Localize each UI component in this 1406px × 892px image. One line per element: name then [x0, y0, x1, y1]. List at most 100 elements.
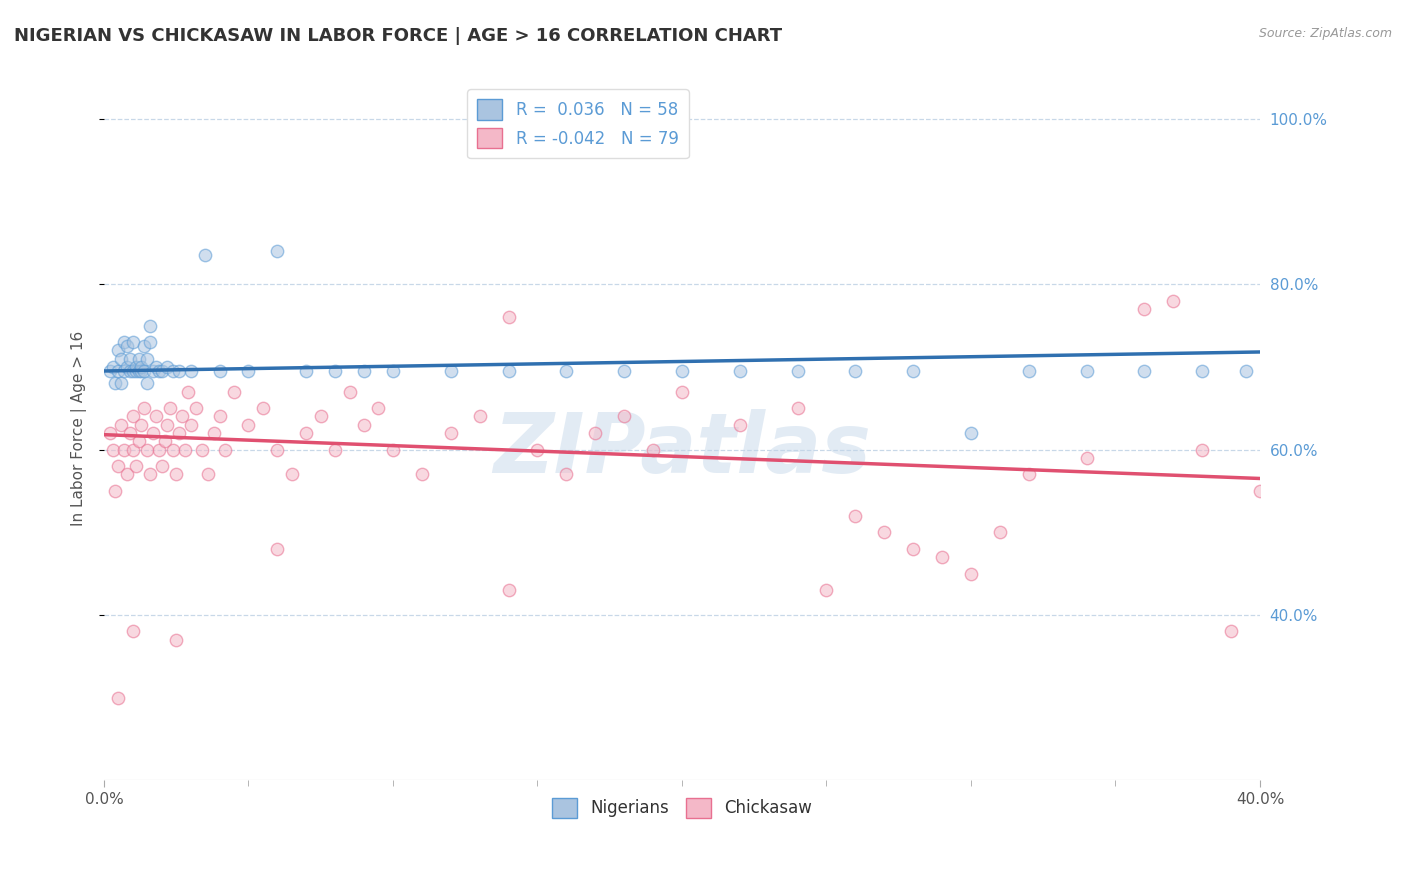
Point — [367, 401, 389, 416]
Point — [988, 525, 1011, 540]
Point — [194, 248, 217, 262]
Point — [136, 442, 159, 457]
Point — [118, 364, 141, 378]
Point — [104, 483, 127, 498]
Point — [177, 384, 200, 399]
Point — [167, 364, 190, 378]
Point — [266, 244, 288, 258]
Point — [150, 364, 173, 378]
Point — [173, 442, 195, 457]
Point — [128, 434, 150, 449]
Point — [641, 442, 664, 457]
Point — [121, 409, 143, 424]
Point — [1076, 450, 1098, 465]
Point — [1234, 364, 1257, 378]
Point — [101, 442, 124, 457]
Point — [252, 401, 274, 416]
Point — [873, 525, 896, 540]
Point — [1133, 301, 1156, 316]
Point — [208, 364, 231, 378]
Point — [238, 364, 260, 378]
Point — [104, 376, 127, 391]
Point — [121, 442, 143, 457]
Point — [786, 401, 808, 416]
Point — [815, 583, 838, 598]
Point — [121, 624, 143, 639]
Point — [728, 417, 751, 432]
Point — [145, 359, 167, 374]
Point — [222, 384, 245, 399]
Point — [960, 425, 983, 440]
Point — [381, 442, 404, 457]
Point — [162, 442, 184, 457]
Point — [440, 425, 463, 440]
Point — [1191, 442, 1213, 457]
Point — [118, 425, 141, 440]
Point — [960, 566, 983, 581]
Point — [156, 417, 179, 432]
Point — [191, 442, 214, 457]
Point — [1220, 624, 1243, 639]
Point — [1133, 364, 1156, 378]
Point — [115, 359, 138, 374]
Point — [323, 442, 346, 457]
Point — [498, 310, 520, 325]
Point — [134, 401, 156, 416]
Point — [498, 364, 520, 378]
Point — [115, 339, 138, 353]
Point — [901, 541, 924, 556]
Point — [555, 467, 578, 482]
Point — [180, 364, 202, 378]
Point — [526, 442, 548, 457]
Point — [1018, 364, 1040, 378]
Point — [186, 401, 208, 416]
Point — [583, 425, 606, 440]
Point — [150, 459, 173, 474]
Point — [1018, 467, 1040, 482]
Text: ZIPatlas: ZIPatlas — [494, 409, 870, 491]
Point — [613, 364, 636, 378]
Point — [786, 364, 808, 378]
Point — [107, 343, 129, 358]
Point — [1076, 364, 1098, 378]
Point — [110, 417, 132, 432]
Y-axis label: In Labor Force | Age > 16: In Labor Force | Age > 16 — [72, 331, 87, 526]
Point — [131, 359, 153, 374]
Point — [214, 442, 236, 457]
Point — [162, 364, 184, 378]
Point — [281, 467, 304, 482]
Point — [153, 434, 176, 449]
Point — [613, 409, 636, 424]
Point — [148, 442, 170, 457]
Point — [98, 425, 121, 440]
Point — [131, 417, 153, 432]
Point — [131, 364, 153, 378]
Point — [128, 351, 150, 366]
Point — [101, 359, 124, 374]
Point — [121, 364, 143, 378]
Point — [142, 364, 165, 378]
Point — [411, 467, 433, 482]
Point — [98, 364, 121, 378]
Point — [238, 417, 260, 432]
Point — [118, 351, 141, 366]
Point — [844, 508, 866, 523]
Point — [110, 351, 132, 366]
Point — [353, 417, 375, 432]
Point — [931, 549, 953, 564]
Point — [353, 364, 375, 378]
Point — [125, 459, 148, 474]
Point — [125, 364, 148, 378]
Point — [139, 467, 162, 482]
Point — [125, 359, 148, 374]
Point — [134, 364, 156, 378]
Text: NIGERIAN VS CHICKASAW IN LABOR FORCE | AGE > 16 CORRELATION CHART: NIGERIAN VS CHICKASAW IN LABOR FORCE | A… — [14, 27, 782, 45]
Point — [159, 401, 181, 416]
Point — [498, 583, 520, 598]
Point — [381, 364, 404, 378]
Legend: Nigerians, Chickasaw: Nigerians, Chickasaw — [546, 791, 818, 825]
Point — [671, 364, 693, 378]
Point — [266, 541, 288, 556]
Point — [728, 364, 751, 378]
Point — [107, 690, 129, 705]
